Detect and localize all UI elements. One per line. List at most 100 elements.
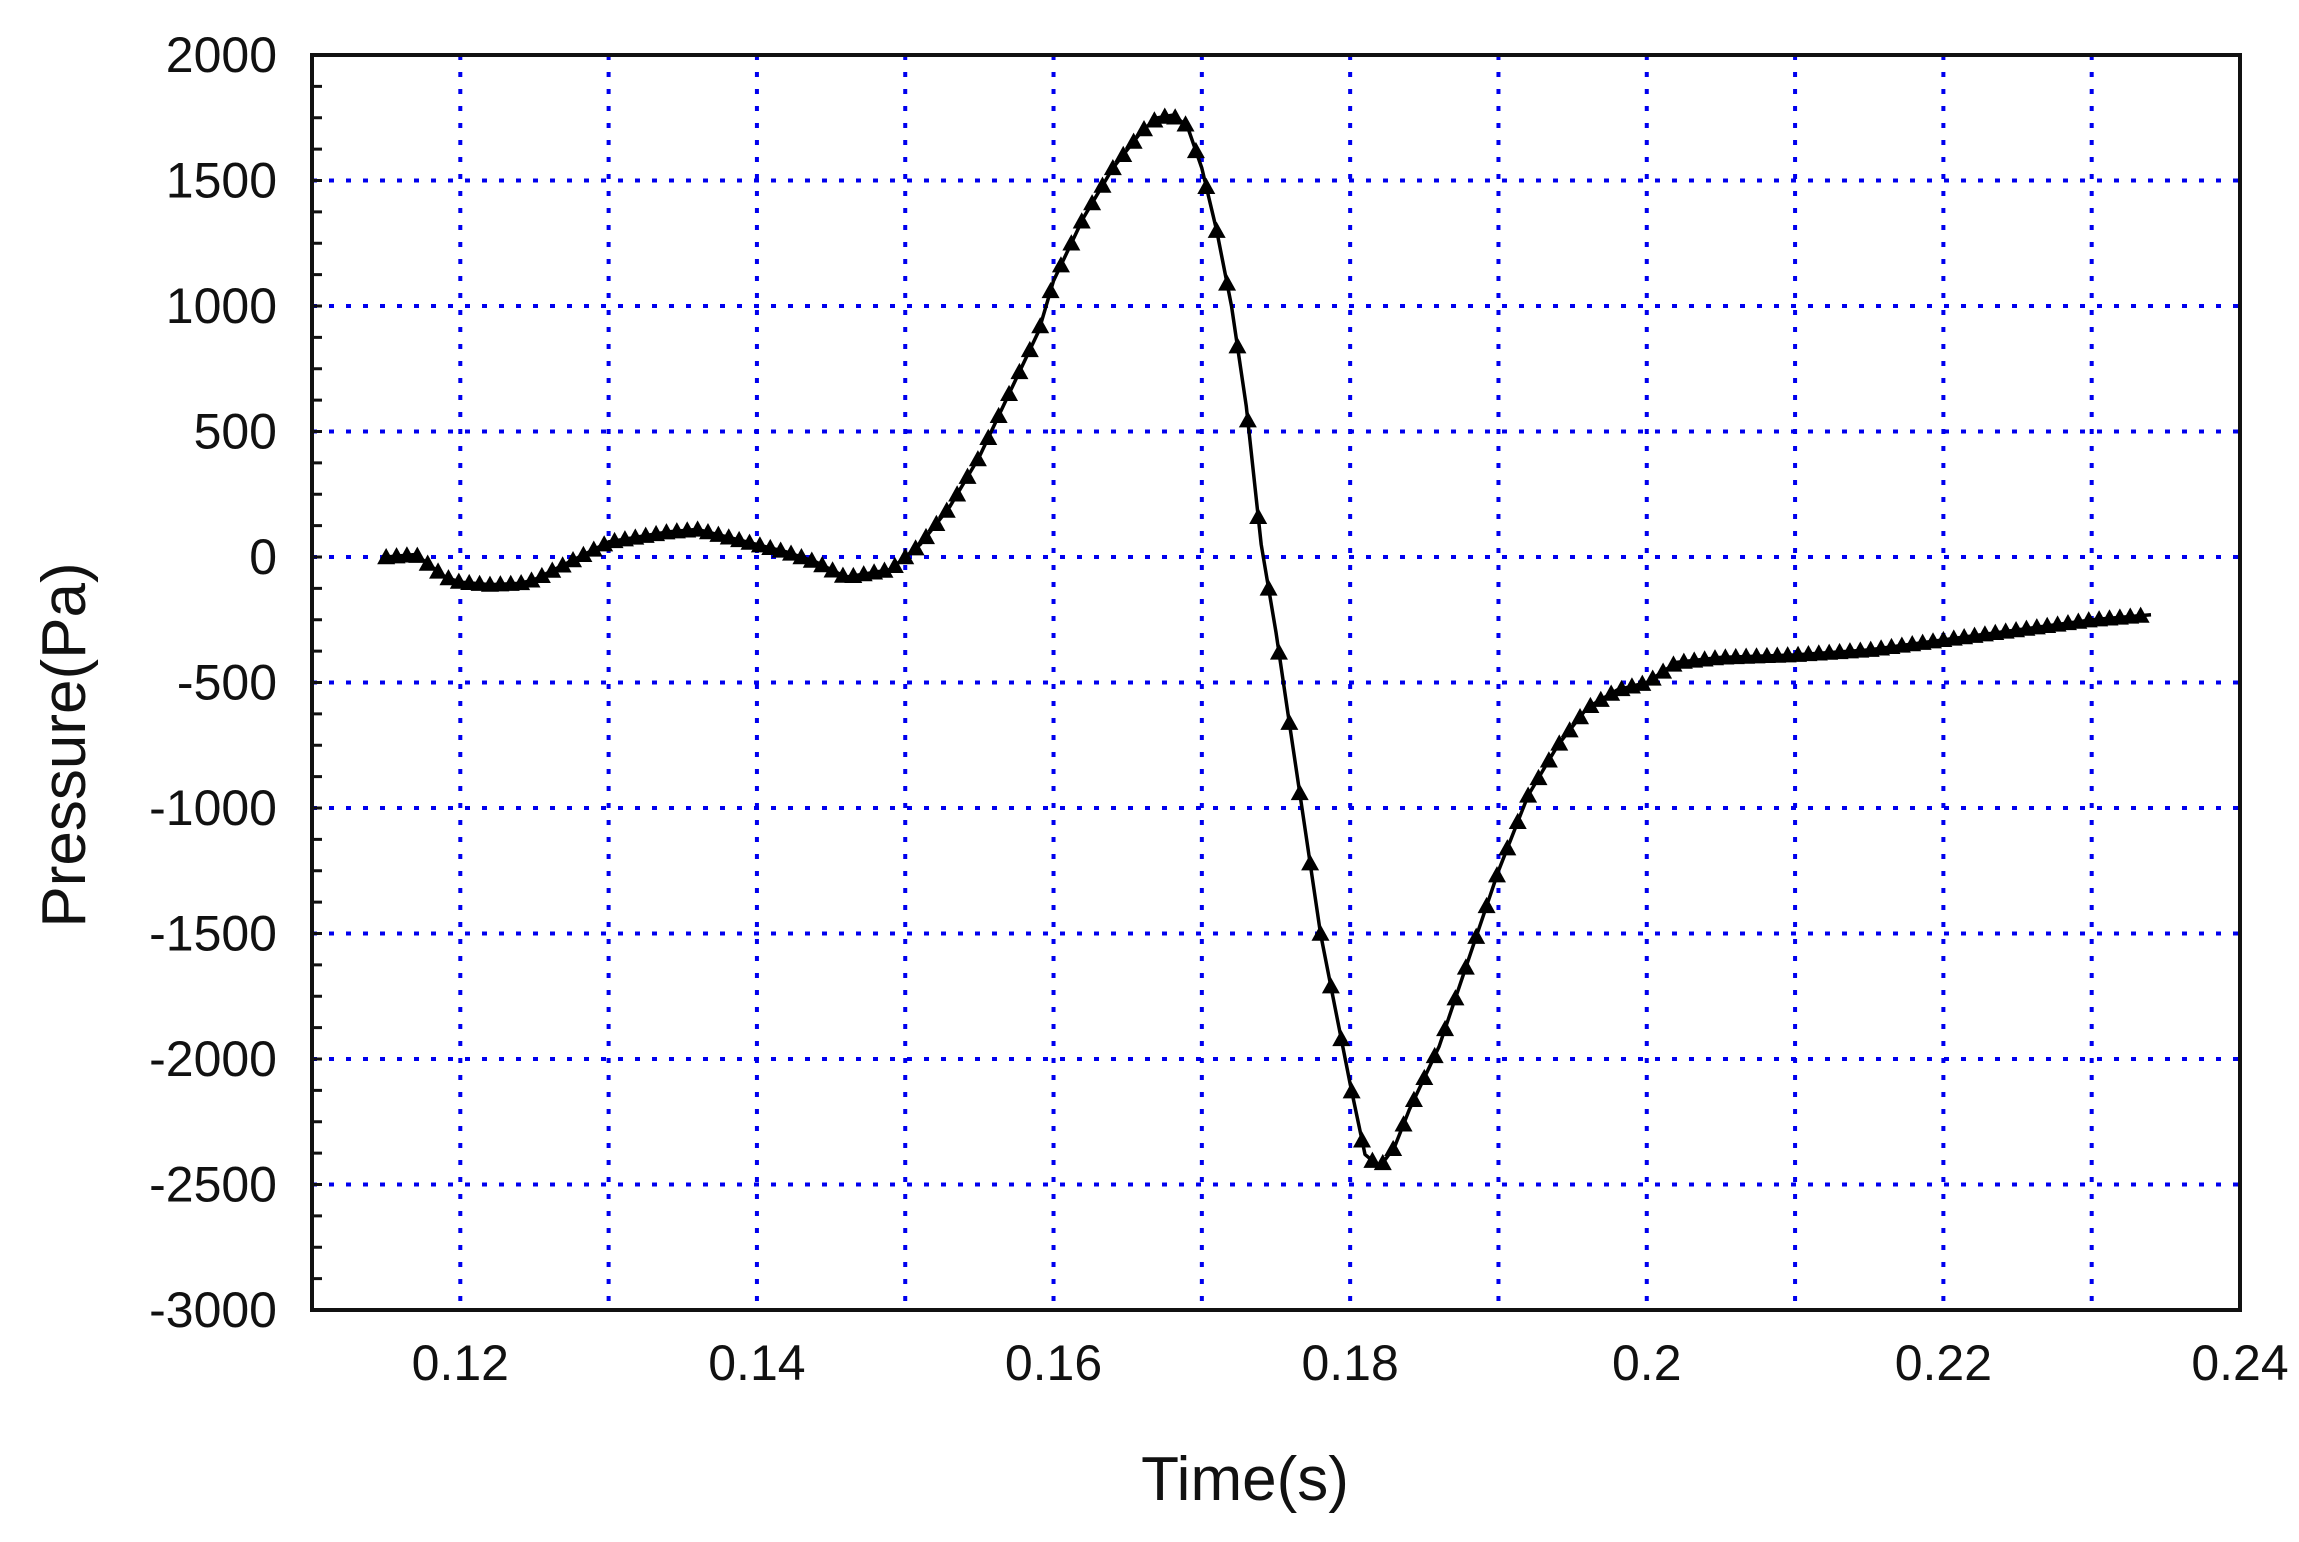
- y-tick-label: 0: [249, 529, 277, 585]
- data-marker: [1259, 579, 1278, 596]
- data-marker: [1000, 384, 1019, 402]
- data-marker: [1280, 713, 1299, 730]
- data-marker: [750, 536, 769, 553]
- data-marker: [761, 538, 780, 556]
- data-marker: [885, 556, 904, 573]
- y-tick-label: -3000: [149, 1282, 277, 1338]
- data-marker: [792, 548, 811, 565]
- data-marker: [1508, 812, 1527, 830]
- data-marker: [1633, 674, 1652, 691]
- data-marker: [1456, 958, 1475, 975]
- data-marker: [1560, 721, 1579, 738]
- x-tick-label: 0.18: [1301, 1335, 1398, 1391]
- data-marker: [937, 501, 956, 518]
- data-marker: [1186, 141, 1205, 159]
- data-marker: [553, 556, 572, 573]
- data-marker: [1591, 690, 1610, 707]
- data-marker: [1176, 115, 1195, 132]
- data-marker: [1332, 1029, 1351, 1047]
- data-marker: [1207, 221, 1226, 238]
- x-tick-label: 0.24: [2191, 1335, 2288, 1391]
- data-marker: [1031, 317, 1050, 334]
- data-marker: [1529, 768, 1548, 786]
- data-marker: [1114, 145, 1133, 162]
- y-tick-label: -1000: [149, 780, 277, 836]
- data-marker: [1342, 1082, 1361, 1099]
- data-marker: [1436, 1019, 1455, 1037]
- data-marker: [1602, 684, 1621, 701]
- data-marker: [802, 551, 821, 568]
- data-marker: [543, 561, 562, 578]
- data-marker: [1446, 989, 1465, 1006]
- data-marker: [574, 545, 593, 562]
- data-marker: [958, 467, 977, 484]
- data-marker: [1498, 839, 1517, 856]
- data-marker: [1425, 1046, 1444, 1064]
- data-marker: [1041, 281, 1060, 299]
- data-marker: [1010, 362, 1029, 380]
- x-axis-title: Time(s): [1141, 1445, 1349, 1514]
- x-tick-label: 0.12: [412, 1335, 509, 1391]
- data-marker: [1269, 643, 1288, 660]
- data-marker: [1238, 411, 1257, 428]
- data-marker: [1218, 274, 1237, 291]
- data-marker: [429, 562, 448, 579]
- data-marker: [688, 520, 707, 537]
- data-marker: [1654, 662, 1673, 679]
- x-tick-label: 0.22: [1895, 1335, 1992, 1391]
- data-marker: [1519, 786, 1538, 803]
- data-marker: [906, 539, 925, 556]
- data-marker: [1290, 783, 1309, 801]
- data-marker: [1373, 1153, 1392, 1171]
- data-marker: [1103, 158, 1122, 176]
- data-marker: [1062, 234, 1081, 251]
- grid-lines: [312, 55, 2240, 1310]
- data-marker: [968, 450, 987, 467]
- y-tick-label: 2000: [166, 27, 277, 83]
- data-marker: [1083, 194, 1102, 211]
- data-marker: [1072, 212, 1091, 229]
- data-marker: [408, 546, 427, 563]
- series-line: [386, 113, 2152, 1169]
- y-tick-label: 500: [194, 404, 277, 460]
- data-marker: [1093, 176, 1112, 193]
- data-marker: [584, 540, 603, 557]
- data-marker: [522, 571, 541, 588]
- data-marker: [782, 544, 801, 561]
- data-marker: [1301, 854, 1320, 871]
- data-marker: [1020, 340, 1039, 358]
- data-marker: [948, 485, 967, 502]
- data-marker: [1363, 1151, 1382, 1168]
- data-marker: [1550, 734, 1569, 751]
- data-marker: [1404, 1090, 1423, 1107]
- data-marker: [1353, 1131, 1372, 1148]
- data-marker: [698, 523, 717, 540]
- data-marker: [1051, 256, 1070, 273]
- data-marker: [1197, 177, 1216, 194]
- data-marker: [1124, 132, 1143, 149]
- data-marker: [823, 561, 842, 578]
- data-marker: [719, 528, 738, 545]
- y-tick-label: -2000: [149, 1031, 277, 1087]
- data-marker: [1571, 708, 1590, 725]
- y-tick-label: -2500: [149, 1157, 277, 1213]
- data-marker: [1384, 1139, 1403, 1157]
- data-marker: [2131, 606, 2150, 623]
- x-tick-label: 0.2: [1612, 1335, 1682, 1391]
- y-tick-label: -500: [177, 655, 277, 711]
- data-marker: [1539, 751, 1558, 768]
- data-marker: [989, 406, 1008, 424]
- data-marker: [1249, 507, 1268, 525]
- data-marker: [1228, 337, 1247, 354]
- data-marker: [916, 527, 935, 545]
- data-marker: [771, 541, 790, 558]
- data-marker: [709, 525, 728, 542]
- data-marker: [1487, 866, 1506, 883]
- data-marker: [439, 569, 458, 586]
- data-marker: [1321, 977, 1340, 994]
- y-axis-title: Pressure(Pa): [30, 562, 99, 927]
- data-marker: [979, 428, 998, 445]
- data-marker: [564, 551, 583, 568]
